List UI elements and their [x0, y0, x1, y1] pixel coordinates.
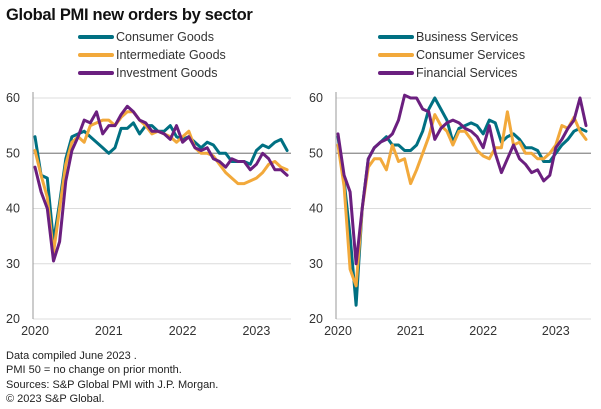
- legend-swatch: [378, 35, 414, 39]
- legend-item: Consumer Services: [378, 46, 525, 64]
- legend-item: Business Services: [378, 28, 525, 46]
- series-line-business-services: [336, 96, 588, 307]
- legend-left: Consumer Goods Intermediate Goods Invest…: [78, 28, 226, 82]
- legend-swatch: [378, 53, 414, 57]
- y-tick-label: 50: [309, 146, 323, 160]
- y-tick-label: 60: [6, 91, 20, 105]
- y-tick-label: 20: [309, 312, 323, 326]
- legend-swatch: [78, 35, 114, 39]
- legend-label: Investment Goods: [116, 66, 218, 80]
- legend-swatch: [78, 53, 114, 57]
- legend-label: Consumer Services: [416, 48, 526, 62]
- footer-line: Sources: S&P Global PMI with J.P. Morgan…: [6, 378, 219, 391]
- series-line-consumer-services: [336, 110, 588, 288]
- y-tick-label: 30: [6, 257, 20, 271]
- legend-right: Business Services Consumer Services Fina…: [378, 28, 525, 82]
- footer-line: PMI 50 = no change on prior month.: [6, 364, 182, 377]
- legend-item: Consumer Goods: [78, 28, 226, 46]
- y-tick-label: 30: [309, 257, 323, 271]
- x-tick-label: 2023: [242, 324, 270, 338]
- x-tick-label: 2023: [542, 324, 570, 338]
- legend-label: Business Services: [416, 30, 519, 44]
- x-tick-label: 2020: [21, 324, 49, 338]
- legend-label: Consumer Goods: [116, 30, 214, 44]
- x-tick-label: 2022: [169, 324, 197, 338]
- legend-swatch: [378, 71, 414, 75]
- legend-item: Investment Goods: [78, 64, 226, 82]
- series-line-investment-goods: [33, 104, 289, 263]
- y-tick-label: 20: [6, 312, 20, 326]
- y-tick-label: 40: [309, 202, 323, 216]
- series-line-financial-services: [336, 93, 588, 266]
- legend-label: Intermediate Goods: [116, 48, 226, 62]
- y-tick-label: 50: [6, 146, 20, 160]
- footer-line: © 2023 S&P Global.: [6, 392, 105, 405]
- chart-title: Global PMI new orders by sector: [6, 6, 253, 24]
- x-tick-label: 2021: [95, 324, 123, 338]
- x-tick-label: 2021: [397, 324, 425, 338]
- y-tick-label: 60: [309, 91, 323, 105]
- x-tick-label: 2022: [469, 324, 497, 338]
- footer-line: Data compiled June 2023 .: [6, 350, 137, 362]
- x-tick-label: 2020: [324, 324, 352, 338]
- legend-item: Intermediate Goods: [78, 46, 226, 64]
- legend-label: Financial Services: [416, 66, 518, 80]
- legend-item: Financial Services: [378, 64, 525, 82]
- legend-swatch: [78, 71, 114, 75]
- footer-notes: Data compiled June 2023 . PMI 50 = no ch…: [6, 349, 218, 406]
- y-tick-label: 40: [6, 202, 20, 216]
